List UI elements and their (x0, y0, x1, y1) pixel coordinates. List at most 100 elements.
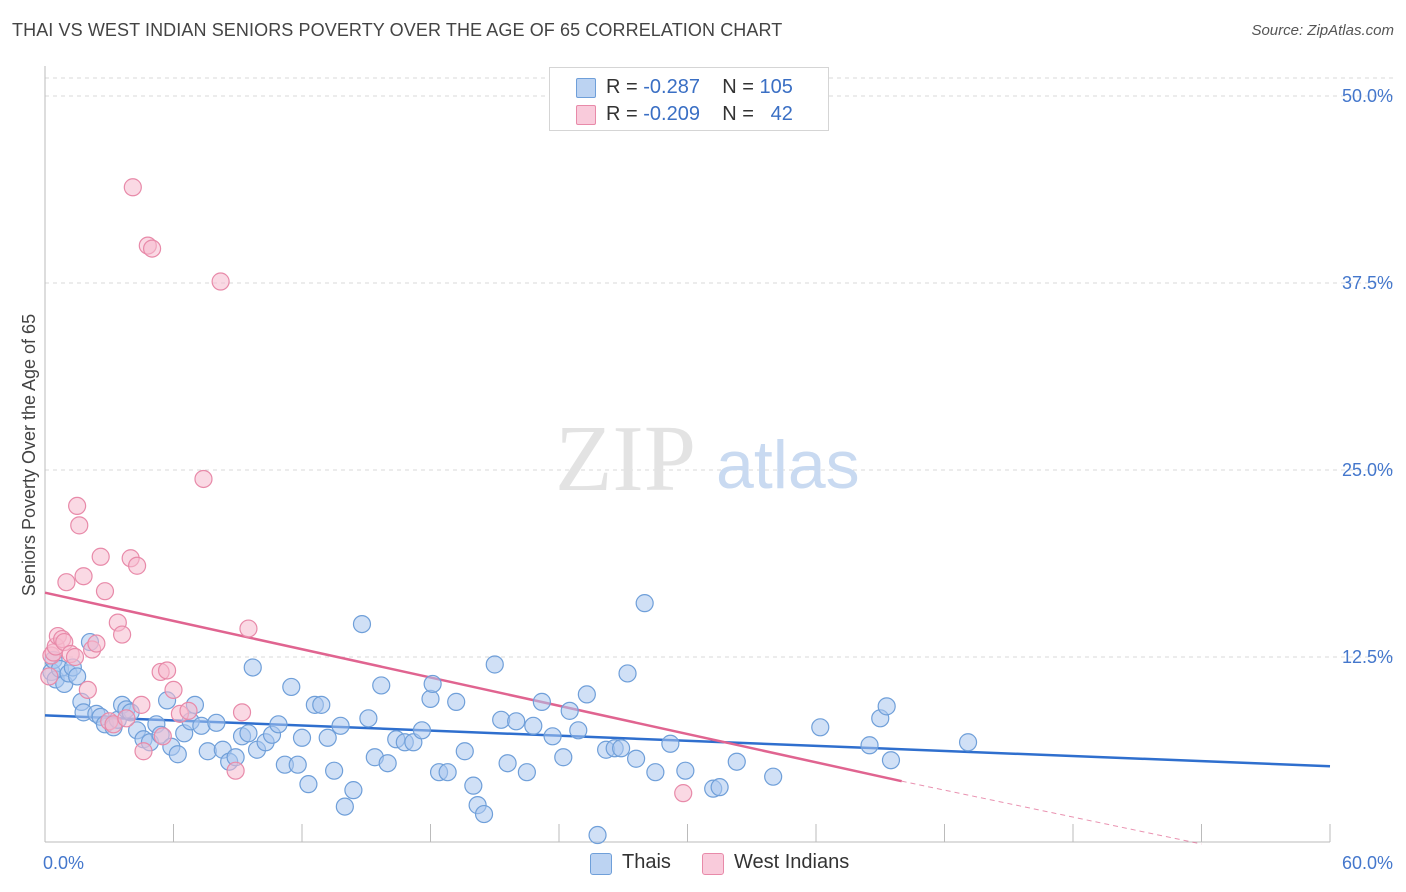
thais-point (282, 677, 301, 697)
thais-point (485, 655, 504, 674)
x-tick-label: 0.0% (43, 853, 84, 873)
legend-row-west-indians: R = -0.209 N = 42 (576, 103, 793, 127)
west-indians-point (157, 661, 177, 680)
west-indians-legend-swatch (702, 853, 724, 875)
west-indians-point (132, 695, 151, 714)
thais-point (198, 742, 217, 761)
west-indians-point (68, 496, 87, 516)
thais-point (618, 664, 637, 683)
legend-row-thais: R = -0.287 N = 105 (576, 76, 793, 100)
west-indians-trend-extension (901, 780, 1202, 845)
thais-point (438, 763, 457, 782)
thais-point (860, 736, 879, 755)
thais-point (569, 721, 588, 740)
thais-point (676, 761, 695, 780)
thais-legend-label: Thais (622, 851, 671, 873)
thais-point (498, 754, 517, 773)
thais-point (288, 755, 307, 774)
thais-point (577, 685, 596, 704)
west-indians-point (65, 647, 85, 667)
west-indians-swatch (576, 105, 596, 125)
watermark: ZIP atlas (555, 407, 860, 511)
thais-point (517, 763, 536, 782)
thais-point (299, 775, 318, 794)
west-indians-point (226, 761, 245, 780)
y-axis-label: Seniors Poverty Over the Age of 65 (19, 314, 39, 596)
thais-point (68, 667, 87, 686)
thais-point (958, 733, 978, 752)
thais-point (359, 709, 378, 728)
thais-point (811, 718, 830, 737)
thais-point (312, 695, 331, 714)
west-indians-point (142, 239, 162, 258)
west-indians-point (239, 619, 258, 638)
thais-point (447, 692, 466, 711)
thais-point (507, 712, 526, 731)
y-tick-label: 12.5% (1342, 647, 1393, 667)
thais-point (646, 763, 665, 782)
thais-point (543, 727, 562, 746)
watermark-atlas: atlas (716, 427, 860, 503)
thais-point (331, 716, 350, 735)
thais-point (168, 745, 187, 764)
west-indians-point (95, 582, 115, 601)
thais-point (421, 689, 440, 708)
legend-text-west-indians: R = -0.209 N = 42 (606, 103, 793, 125)
thais-point (524, 716, 543, 735)
thais-point (764, 767, 783, 786)
legend-text-thais: R = -0.287 N = 105 (606, 76, 793, 98)
west-indians-point (87, 634, 106, 653)
west-indians-point (153, 727, 172, 746)
thais-point (492, 710, 511, 729)
thais-point (325, 761, 344, 780)
thais-point (588, 825, 607, 845)
west-indians-point (70, 516, 89, 535)
watermark-zip: ZIP (555, 407, 696, 511)
thais-point (710, 778, 729, 797)
y-tick-label: 50.0% (1342, 86, 1393, 106)
thais-point (318, 728, 337, 747)
thais-point (192, 716, 211, 735)
thais-point (727, 752, 746, 771)
thais-legend-swatch (590, 853, 612, 875)
thais-point (239, 724, 258, 743)
axes (44, 66, 1331, 843)
thais-point (372, 676, 391, 695)
y-tick-label: 37.5% (1342, 273, 1393, 293)
west-indians-point (211, 272, 230, 291)
tick-labels: 12.5% 25.0% 37.5% 50.0% 0.0% 60.0% (43, 86, 1393, 873)
thais-point (412, 721, 432, 740)
thais-point (207, 713, 226, 732)
thais-point (661, 734, 680, 753)
west-indians-point (91, 547, 110, 566)
west-indians-point (134, 742, 153, 761)
thais-point (881, 751, 901, 770)
trend-lines (44, 591, 1331, 845)
west-indians-point (117, 709, 136, 728)
thais-point (560, 701, 579, 720)
west-indians-point (674, 784, 693, 803)
thais-point (335, 797, 354, 816)
chart-source: Source: ZipAtlas.com (1251, 22, 1394, 39)
thais-point (626, 749, 646, 768)
west-indians-point (40, 667, 59, 686)
chart-title: THAI VS WEST INDIAN SENIORS POVERTY OVER… (12, 20, 783, 40)
west-indians-legend-label: West Indians (734, 851, 850, 873)
thais-point (612, 739, 631, 758)
west-indians-point (179, 701, 198, 720)
correlation-legend: R = -0.287 N = 105 R = -0.209 N = 42 (549, 67, 829, 131)
x-tick-label: 60.0% (1342, 853, 1393, 873)
thais-point (292, 728, 312, 747)
west-indians-point (194, 469, 213, 489)
thais-point (532, 692, 551, 711)
west-indians-point (127, 556, 147, 575)
thais-point (352, 614, 372, 634)
y-tick-label: 25.0% (1342, 460, 1393, 480)
grid-lines (45, 77, 1395, 658)
west-indians-point (164, 680, 183, 700)
west-indians-point (78, 680, 97, 700)
west-indians-point (74, 567, 93, 586)
thais-point (877, 697, 896, 716)
west-indians-point (123, 178, 142, 197)
